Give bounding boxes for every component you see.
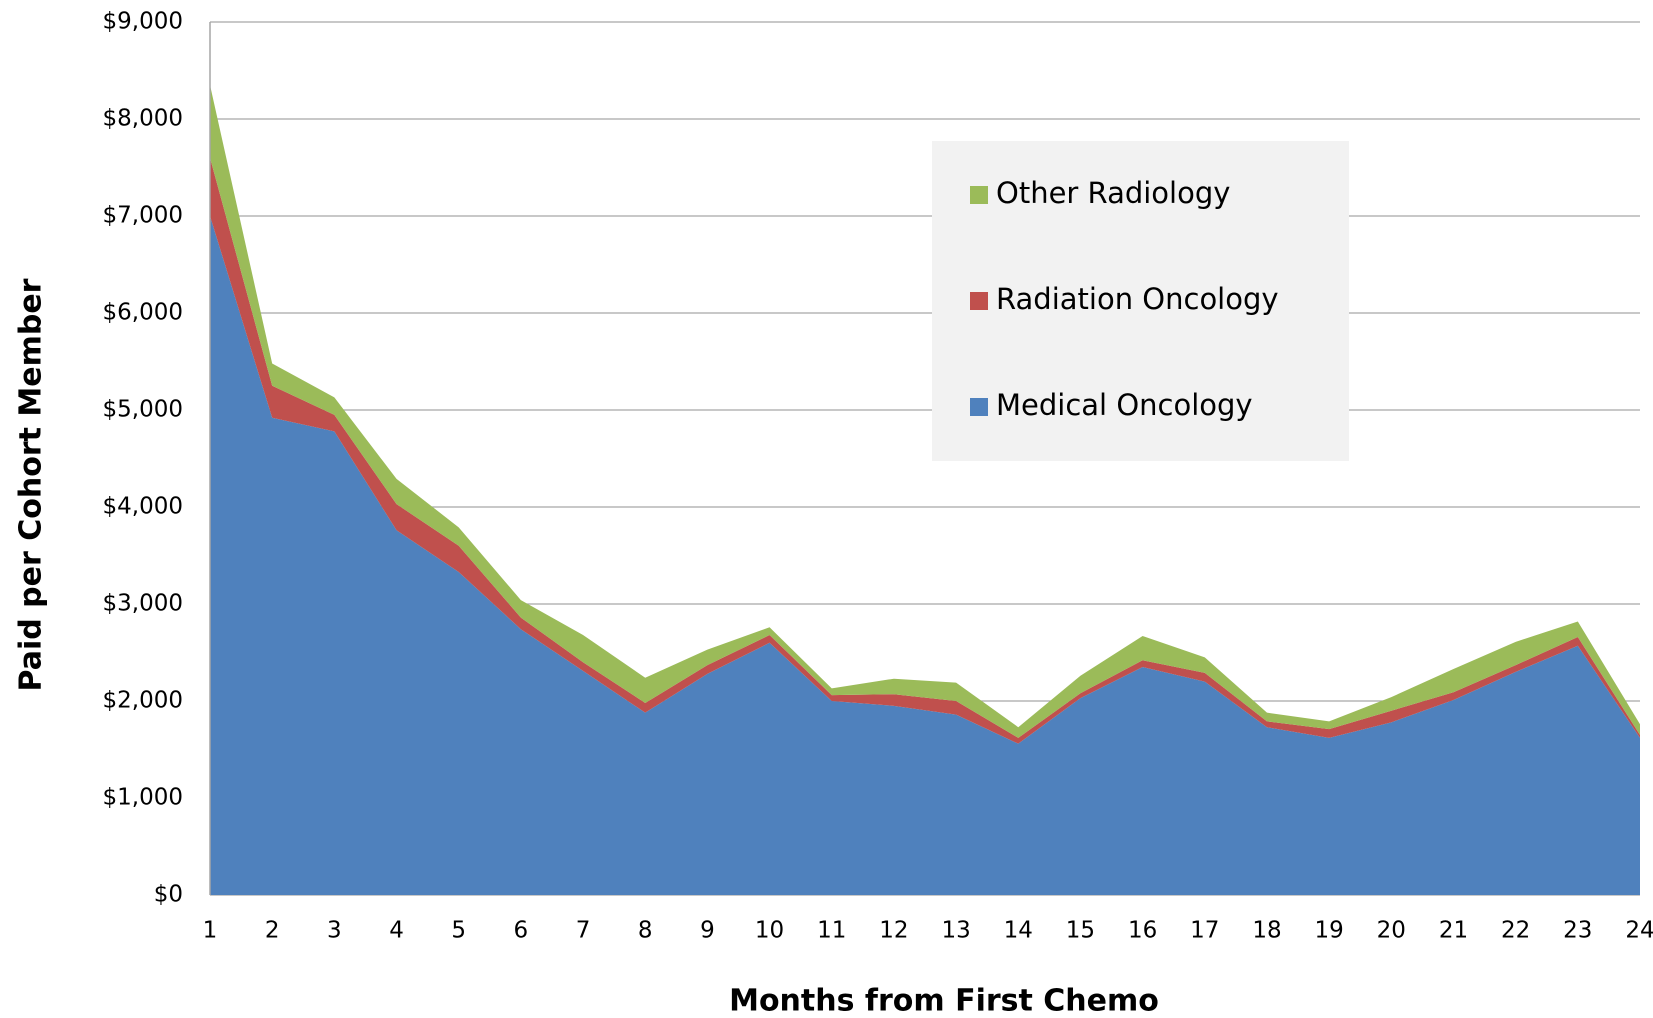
x-tick-label: 10: [755, 918, 784, 944]
x-tick-label: 13: [941, 918, 970, 944]
x-tick-label: 22: [1501, 918, 1530, 944]
legend-label: Medical Oncology: [996, 388, 1253, 422]
y-tick-label: $8,000: [103, 106, 183, 132]
x-tick-label: 17: [1190, 918, 1219, 944]
legend-swatch: [970, 398, 988, 416]
x-tick-label: 3: [327, 918, 342, 944]
x-tick-label: 16: [1128, 918, 1157, 944]
x-tick-label: 14: [1004, 918, 1033, 944]
legend-label: Other Radiology: [996, 176, 1230, 210]
x-tick-label: 8: [638, 918, 653, 944]
area: [210, 85, 1640, 738]
x-tick-label: 12: [879, 918, 908, 944]
x-tick-label: 2: [265, 918, 280, 944]
x-axis-label: Months from First Chemo: [729, 984, 1159, 1018]
x-tick-label: 1: [203, 918, 218, 944]
x-tick-label: 11: [817, 918, 846, 944]
x-tick-label: 15: [1066, 918, 1095, 944]
legend-label: Radiation Oncology: [996, 282, 1279, 316]
x-tick-label: 5: [451, 918, 466, 944]
y-tick-label: $4,000: [103, 494, 183, 520]
y-axis-label: Paid per Cohort Member: [14, 278, 49, 691]
y-tick-label: $5,000: [103, 397, 183, 423]
y-tick-label: $7,000: [103, 203, 183, 229]
x-tick-label: 19: [1314, 918, 1343, 944]
y-tick-label: $3,000: [103, 591, 183, 617]
y-tick-label: $6,000: [103, 300, 183, 326]
x-tick-label: 6: [514, 918, 529, 944]
y-tick-label: $9,000: [103, 9, 183, 35]
x-tick-label: 23: [1563, 918, 1592, 944]
x-tick-label: 18: [1252, 918, 1281, 944]
x-tick-label: 21: [1439, 918, 1468, 944]
legend-box: [932, 141, 1349, 461]
legend-swatch: [970, 292, 988, 310]
area: [210, 216, 1640, 895]
x-tick-label: 4: [389, 918, 404, 944]
legend-swatch: [970, 186, 988, 204]
x-tick-label: 24: [1625, 918, 1653, 944]
x-tick-label: 7: [576, 918, 591, 944]
x-tick-label: 20: [1377, 918, 1406, 944]
y-tick-label: $2,000: [103, 688, 183, 714]
y-tick-label: $1,000: [103, 785, 183, 811]
x-tick-label: 9: [700, 918, 715, 944]
y-tick-label: $0: [154, 882, 183, 908]
